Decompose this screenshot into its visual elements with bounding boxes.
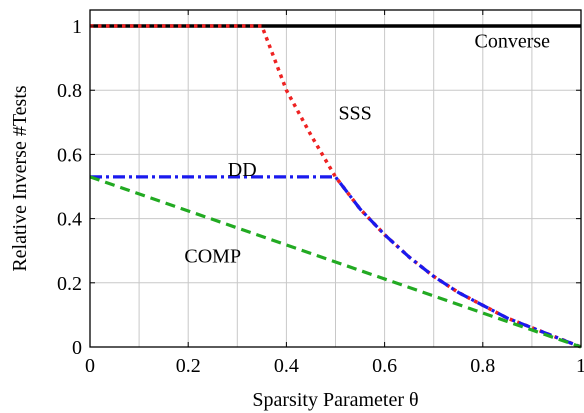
series-line-comp [89,175,582,349]
y-tick-label: 0.2 [57,273,82,295]
y-tick-label: 0 [72,337,82,359]
y-tick-label: 1 [72,16,82,38]
x-tick-label: 0.8 [470,355,495,377]
x-axis-title: Sparsity Parameter θ [252,389,418,411]
series-label-converse: Converse [474,30,550,52]
y-tick-label: 0.6 [57,144,82,166]
x-tick-label: 0.4 [274,355,299,377]
series-label-comp: COMP [184,246,241,268]
plot-frame [89,9,582,348]
ticks: 0 0.2 0.4 0.6 0.8 1 0 0.2 0.4 0.6 0.8 1 [57,10,584,377]
series-labels: Converse SSS DD COMP [184,30,550,267]
y-tick-label: 0.4 [57,209,82,231]
series-label-dd: DD [228,159,257,181]
y-axis-title: Relative Inverse #Tests [9,85,31,272]
x-tick-label: 0.2 [176,355,201,377]
series-line-dd [90,175,582,349]
y-tick-label: 0.8 [57,80,82,102]
x-tick-label: 0.6 [372,355,397,377]
x-tick-label: 0 [85,355,95,377]
x-tick-label: 1 [576,355,584,377]
series-label-sss: SSS [338,103,371,125]
series-layer [89,24,582,349]
